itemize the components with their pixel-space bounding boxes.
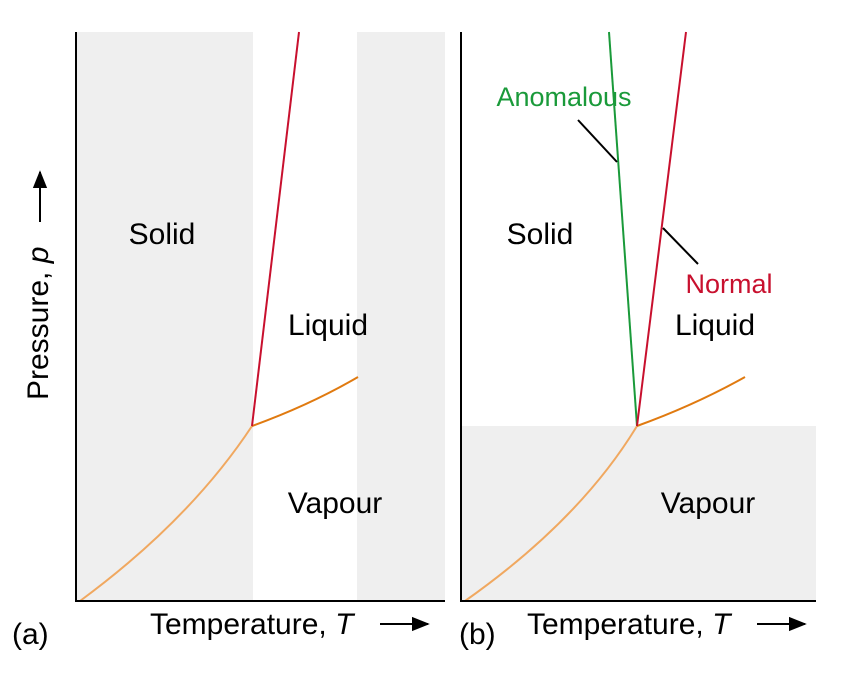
label-symbol: T [712, 608, 733, 641]
region-label: Vapour [661, 487, 756, 520]
x-axis-label: Temperature, T [150, 608, 356, 641]
label-text: Temperature, [150, 608, 335, 641]
label-symbol: p [22, 247, 55, 265]
normal-melting-curve [636, 31, 687, 427]
vaporization-curve [636, 376, 746, 427]
region-label: Vapour [288, 487, 383, 520]
panel-a: Solid Liquid Vapour Pressure, p Temperat… [12, 31, 445, 651]
label-text: Pressure, [22, 263, 55, 400]
vaporization-curve [251, 376, 359, 427]
label-text: Temperature, [527, 608, 712, 641]
sublimation-curve [464, 425, 638, 602]
melting-curve [251, 31, 300, 427]
region-label: Solid [507, 218, 574, 251]
leader-line [662, 227, 699, 265]
label-symbol: T [335, 608, 356, 641]
region-label: Liquid [288, 309, 368, 342]
region-label: Liquid [675, 309, 755, 342]
panel-b: Solid Liquid Vapour Anomalous Normal Tem… [459, 31, 816, 651]
region-label: Solid [129, 218, 196, 251]
vapour-region [461, 426, 816, 601]
sublimation-curve [79, 425, 253, 602]
axes [75, 32, 445, 602]
panel-tag: (b) [459, 618, 496, 651]
x-axis-label: Temperature, T [527, 608, 733, 641]
shaded-region [357, 32, 445, 601]
axes [460, 32, 816, 602]
annotation: Anomalous [496, 82, 631, 112]
annotation: Normal [685, 269, 772, 299]
leader-line [577, 119, 618, 163]
y-axis-label: Pressure, p [22, 247, 55, 400]
panel-tag: (a) [12, 618, 49, 651]
anomalous-melting-curve [608, 31, 638, 427]
solid-region [76, 32, 253, 601]
